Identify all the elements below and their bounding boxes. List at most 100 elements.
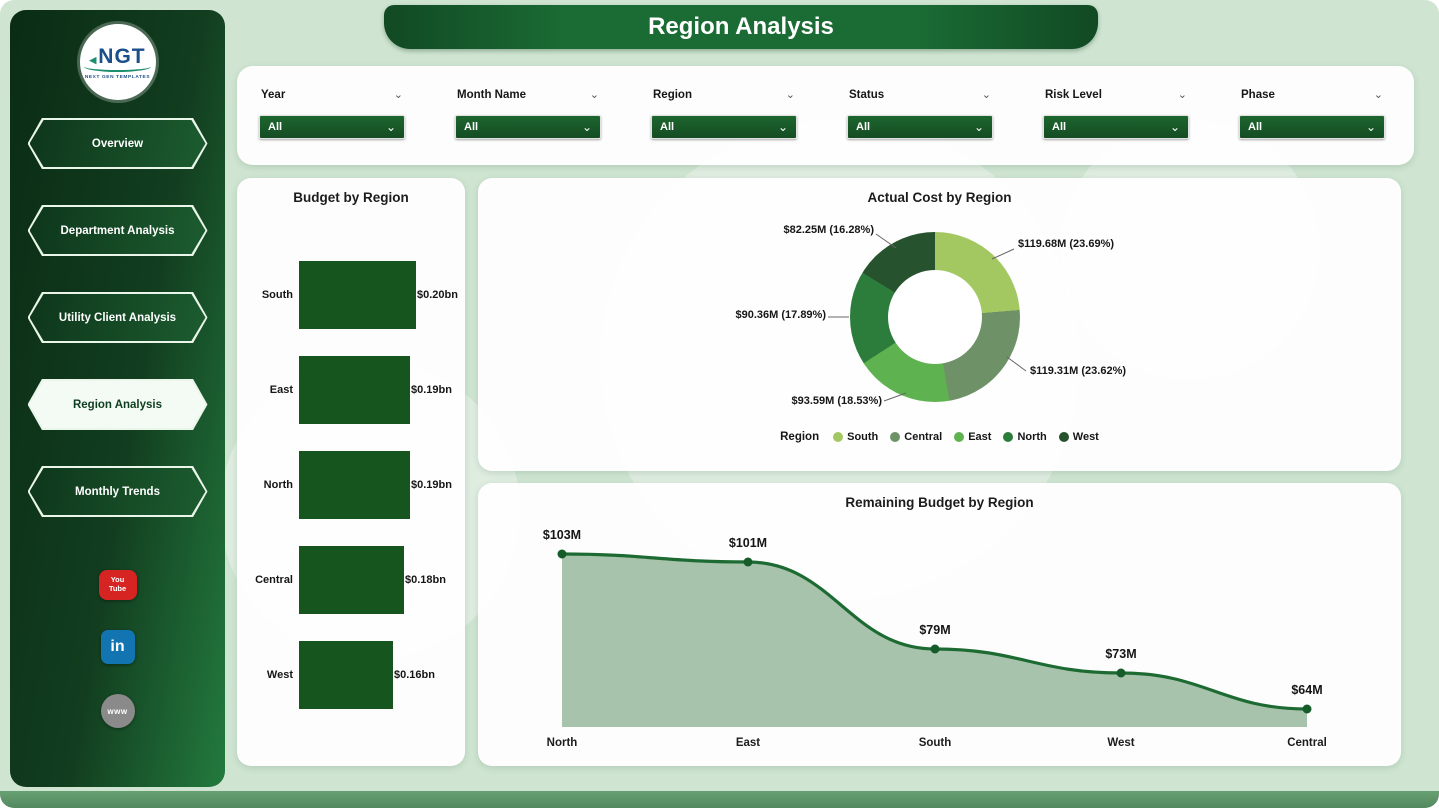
ngt-logo: NGT NEXT GEN TEMPLATES bbox=[79, 24, 156, 100]
bar-value-label: $0.18bn bbox=[405, 573, 446, 586]
data-point-central[interactable] bbox=[1302, 704, 1312, 714]
area-value-label: $79M bbox=[919, 623, 950, 637]
bar-north[interactable] bbox=[299, 450, 410, 519]
filter-header: Month Name ⌄ bbox=[455, 86, 601, 104]
chevron-down-icon: ⌄ bbox=[981, 89, 991, 101]
chevron-down-icon: ⌄ bbox=[973, 120, 984, 134]
filter-month-name-select[interactable]: All ⌄ bbox=[455, 115, 601, 139]
chevron-down-icon: ⌄ bbox=[1365, 120, 1376, 134]
area-fill bbox=[562, 554, 1307, 727]
donut-label-central: $119.31M (23.62%) bbox=[1030, 365, 1127, 377]
linkedin-icon[interactable]: in bbox=[100, 630, 135, 664]
area-category-label: East bbox=[736, 737, 760, 749]
filter-year: Year ⌄ All ⌄ bbox=[259, 86, 405, 139]
area-value-label: $103M bbox=[543, 528, 581, 542]
filter-label: Month Name bbox=[457, 89, 526, 101]
bar-central[interactable] bbox=[299, 545, 404, 614]
filter-phase-select[interactable]: All ⌄ bbox=[1239, 115, 1385, 139]
chart-title: Budget by Region bbox=[293, 190, 409, 205]
chevron-down-icon: ⌄ bbox=[1177, 89, 1187, 101]
donut-ring[interactable] bbox=[850, 232, 1020, 402]
sidebar-item-label: Utility Client Analysis bbox=[29, 294, 206, 341]
bar-row-west: West $0.16bn bbox=[237, 627, 465, 722]
filter-value: All bbox=[660, 121, 675, 133]
filter-card: Year ⌄ All ⌄ Month Name ⌄ All ⌄ Region ⌄ All ⌄ Statu… bbox=[237, 66, 1414, 165]
sidebar-item-label: Overview bbox=[29, 120, 206, 167]
legend-item-east[interactable]: East bbox=[954, 431, 991, 443]
legend-label: North bbox=[1017, 431, 1047, 443]
legend-item-central[interactable]: Central bbox=[890, 431, 942, 443]
social-links: You Tube in www bbox=[10, 570, 225, 728]
sidebar-item-overview[interactable]: Overview bbox=[27, 118, 208, 169]
data-point-east[interactable] bbox=[743, 557, 753, 567]
area-category-label: Central bbox=[1287, 737, 1327, 749]
sidebar-item-department-analysis[interactable]: Department Analysis bbox=[27, 205, 208, 256]
youtube-icon[interactable]: You Tube bbox=[98, 570, 137, 600]
sidebar-item-label: Monthly Trends bbox=[29, 468, 206, 515]
filter-label: Year bbox=[261, 89, 286, 101]
filter-region-select[interactable]: All ⌄ bbox=[651, 115, 797, 139]
legend-item-west[interactable]: West bbox=[1058, 431, 1099, 443]
area-chart[interactable]: $103M North $101M East $79M South $73M West $64M… bbox=[492, 514, 1387, 758]
bar-row-central: Central $0.18bn bbox=[237, 532, 465, 627]
bottom-strip bbox=[0, 791, 1439, 808]
legend-dot bbox=[954, 432, 965, 442]
area-category-label: North bbox=[547, 737, 578, 749]
bar-value-label: $0.19bn bbox=[411, 478, 452, 491]
bar-category-label: North bbox=[263, 478, 293, 491]
filter-month-name: Month Name ⌄ All ⌄ bbox=[455, 86, 601, 139]
logo-subtext: NEXT GEN TEMPLATES bbox=[84, 74, 151, 80]
logo-text: NGT bbox=[84, 45, 151, 72]
bar-category-label: West bbox=[266, 668, 293, 681]
filter-bar: Year ⌄ All ⌄ Month Name ⌄ All ⌄ Region ⌄ All ⌄ Statu… bbox=[237, 66, 1414, 139]
budget-by-region-card: Budget by Region South $0.20bn East $0.19bn… bbox=[237, 178, 465, 766]
bar-chart: South $0.20bn East $0.19bn North $0.19bn Centr… bbox=[237, 247, 465, 722]
filter-year-select[interactable]: All ⌄ bbox=[259, 115, 405, 139]
chevron-down-icon: ⌄ bbox=[785, 89, 795, 101]
data-point-south[interactable] bbox=[930, 644, 940, 654]
filter-status-select[interactable]: All ⌄ bbox=[847, 115, 993, 139]
web-icon[interactable]: www bbox=[100, 694, 135, 728]
sidebar-item-region-analysis[interactable]: Region Analysis bbox=[27, 379, 208, 430]
filter-risk-level-select[interactable]: All ⌄ bbox=[1043, 115, 1189, 139]
filter-value: All bbox=[1052, 121, 1067, 133]
data-point-north[interactable] bbox=[557, 549, 567, 559]
chevron-down-icon: ⌄ bbox=[1169, 120, 1180, 134]
donut-label-west: $82.25M (16.28%) bbox=[783, 224, 875, 236]
filter-header: Region ⌄ bbox=[651, 86, 797, 104]
legend-item-south[interactable]: South bbox=[833, 431, 878, 443]
legend-label: East bbox=[968, 431, 992, 443]
page-title: Region Analysis bbox=[384, 5, 1098, 49]
bar-row-south: South $0.20bn bbox=[237, 247, 465, 342]
filter-value: All bbox=[268, 121, 283, 133]
legend-item-north[interactable]: North bbox=[1003, 431, 1047, 443]
legend-dot bbox=[833, 432, 844, 442]
data-point-west[interactable] bbox=[1116, 668, 1126, 678]
bar-west[interactable] bbox=[299, 640, 393, 709]
bar-row-east: East $0.19bn bbox=[237, 342, 465, 437]
chevron-down-icon: ⌄ bbox=[393, 89, 403, 101]
sidebar-item-utility-client-analysis[interactable]: Utility Client Analysis bbox=[27, 292, 208, 343]
area-value-label: $101M bbox=[729, 536, 767, 550]
filter-risk-level: Risk Level ⌄ All ⌄ bbox=[1043, 86, 1189, 139]
filter-value: All bbox=[856, 121, 871, 133]
legend-title: Region bbox=[780, 431, 820, 443]
legend-dot bbox=[1003, 432, 1014, 442]
area-category-label: South bbox=[919, 737, 952, 749]
filter-label: Phase bbox=[1241, 89, 1275, 101]
sidebar-item-monthly-trends[interactable]: Monthly Trends bbox=[27, 466, 208, 517]
legend-label: Central bbox=[904, 431, 943, 443]
filter-label: Risk Level bbox=[1045, 89, 1102, 101]
filter-label: Region bbox=[653, 89, 692, 101]
legend-label: South bbox=[847, 431, 879, 443]
bar-south[interactable] bbox=[299, 260, 416, 329]
chart-title: Actual Cost by Region bbox=[867, 190, 1012, 205]
bar-east[interactable] bbox=[299, 355, 410, 424]
bar-category-label: South bbox=[261, 288, 293, 301]
area-value-label: $64M bbox=[1291, 683, 1322, 697]
bar-row-north: North $0.19bn bbox=[237, 437, 465, 532]
sidebar-item-label: Region Analysis bbox=[29, 381, 206, 428]
filter-status: Status ⌄ All ⌄ bbox=[847, 86, 993, 139]
sidebar-item-label: Department Analysis bbox=[29, 207, 206, 254]
